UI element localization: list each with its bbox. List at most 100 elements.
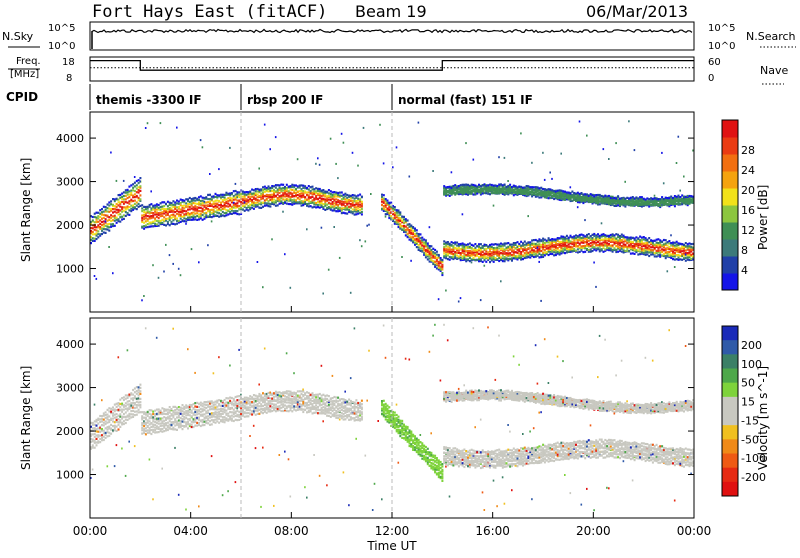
data-cell bbox=[346, 213, 348, 215]
data-cell bbox=[500, 188, 502, 190]
data-cell bbox=[297, 197, 299, 199]
data-cell bbox=[630, 246, 632, 248]
data-cell bbox=[354, 194, 356, 196]
data-cell bbox=[465, 184, 467, 186]
data-cell bbox=[690, 198, 692, 200]
data-cell bbox=[138, 203, 140, 205]
data-cell bbox=[204, 406, 206, 408]
data-cell bbox=[183, 210, 185, 212]
data-cell bbox=[218, 200, 220, 202]
data-cell bbox=[654, 255, 656, 257]
data-cell bbox=[630, 203, 632, 205]
data-cell bbox=[654, 247, 656, 249]
data-cell bbox=[253, 201, 255, 203]
data-cell bbox=[154, 410, 156, 412]
data-cell bbox=[491, 246, 493, 248]
data-cell bbox=[474, 243, 476, 245]
data-cell bbox=[105, 437, 107, 439]
data-cell bbox=[154, 204, 156, 206]
data-cell bbox=[597, 233, 599, 235]
data-cell bbox=[674, 252, 676, 254]
data-cell bbox=[227, 205, 229, 207]
data-cell bbox=[562, 196, 564, 198]
data-cell bbox=[235, 190, 237, 192]
data-cell bbox=[158, 220, 160, 222]
data-cell bbox=[132, 209, 134, 211]
data-cell bbox=[141, 422, 143, 424]
data-cell bbox=[116, 426, 118, 428]
data-cell bbox=[352, 202, 354, 204]
data-cell bbox=[262, 191, 264, 193]
data-cell bbox=[482, 254, 484, 256]
data-cell bbox=[588, 237, 590, 239]
data-cell bbox=[178, 203, 180, 205]
data-cell bbox=[495, 251, 497, 253]
data-cell bbox=[213, 203, 215, 205]
data-cell bbox=[601, 200, 603, 202]
data-cell bbox=[573, 192, 575, 194]
data-cell bbox=[207, 198, 209, 200]
data-cell bbox=[604, 240, 606, 242]
data-cell bbox=[665, 200, 667, 202]
data-cell bbox=[128, 415, 130, 417]
data-cell bbox=[410, 236, 412, 238]
data-cell bbox=[463, 243, 465, 245]
data-cell bbox=[352, 194, 354, 196]
data-cell bbox=[575, 234, 577, 236]
colorbar-tick-0-3: 16 bbox=[741, 204, 755, 217]
data-cell bbox=[445, 186, 447, 188]
data-cell bbox=[277, 193, 279, 195]
data-cell bbox=[178, 419, 180, 421]
data-cell bbox=[103, 228, 105, 230]
data-cell bbox=[312, 199, 314, 201]
data-cell bbox=[147, 432, 149, 434]
data-cell bbox=[352, 197, 354, 199]
data-cell bbox=[139, 387, 141, 389]
data-cell bbox=[588, 233, 590, 235]
data-cell bbox=[489, 186, 491, 188]
data-cell bbox=[187, 418, 189, 420]
data-cell bbox=[608, 238, 610, 240]
data-cell bbox=[398, 217, 400, 219]
data-cell bbox=[176, 206, 178, 208]
data-cell bbox=[509, 258, 511, 260]
data-cell bbox=[579, 121, 581, 123]
data-cell bbox=[235, 205, 237, 207]
data-cell bbox=[579, 234, 581, 236]
data-cell bbox=[178, 494, 180, 496]
data-cell bbox=[134, 391, 136, 393]
data-cell bbox=[152, 429, 154, 431]
data-cell bbox=[108, 421, 110, 423]
data-cell bbox=[676, 196, 678, 198]
data-cell bbox=[346, 197, 348, 199]
data-cell bbox=[319, 192, 321, 194]
data-cell bbox=[176, 202, 178, 204]
data-cell bbox=[562, 190, 564, 192]
data-cell bbox=[689, 249, 691, 251]
data-cell bbox=[509, 252, 511, 254]
data-cell bbox=[216, 194, 218, 196]
data-cell bbox=[317, 201, 319, 203]
data-cell bbox=[138, 401, 140, 403]
data-cell bbox=[313, 188, 315, 190]
data-cell bbox=[132, 410, 134, 412]
data-cell bbox=[560, 252, 562, 254]
data-cell bbox=[456, 252, 458, 254]
data-cell bbox=[333, 202, 335, 204]
data-cell bbox=[678, 249, 680, 251]
data-cell bbox=[134, 196, 136, 198]
data-cell bbox=[549, 197, 551, 199]
data-cell bbox=[608, 235, 610, 237]
data-cell bbox=[174, 217, 176, 219]
colorbar-tick-0-4: 20 bbox=[741, 184, 755, 197]
data-cell bbox=[328, 189, 330, 191]
cpid-label: CPID bbox=[6, 90, 38, 104]
data-cell bbox=[443, 187, 445, 189]
data-cell bbox=[130, 192, 132, 194]
data-cell bbox=[517, 191, 519, 193]
data-cell bbox=[205, 407, 207, 409]
data-cell bbox=[105, 206, 107, 208]
data-cell bbox=[240, 201, 242, 203]
y-tick-label-0-0: 1000 bbox=[56, 263, 84, 276]
